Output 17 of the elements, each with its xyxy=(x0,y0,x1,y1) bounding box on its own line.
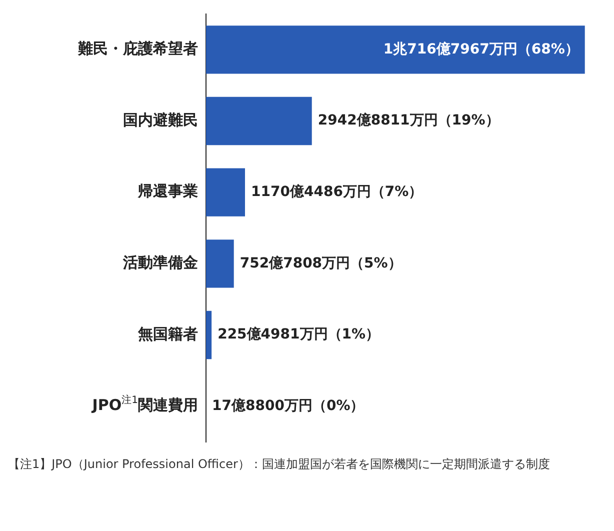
text: 【注1】JPO（Junior Professional Officer）：国連加盟国が若者を国際機関に一定期間派遣する制度 xyxy=(8,456,551,473)
bar xyxy=(206,96,312,146)
data-label: 1兆716億7967万円（68%） xyxy=(383,40,579,58)
data-label: 752億7808万円（5%） xyxy=(240,254,402,272)
data-label: 1170億4486万円（7%） xyxy=(251,182,423,200)
data-label: 17億8800万円（0%） xyxy=(212,396,364,414)
y-tick-label: 帰還事業 xyxy=(137,182,198,200)
y-tick-label: 活動準備金 xyxy=(122,254,198,272)
y-tick-label: 国内避難民 xyxy=(123,110,198,129)
y-tick-label: 無国籍者 xyxy=(137,324,198,343)
data-label: 225億4981万円（1%） xyxy=(218,326,380,343)
y-tick-label: 難民・庇護希望者 xyxy=(77,40,198,58)
bar xyxy=(206,168,245,216)
data-label: 2942億8811万円（19%） xyxy=(318,112,500,129)
bar xyxy=(206,310,212,360)
bar xyxy=(206,26,585,74)
bar xyxy=(206,240,234,288)
